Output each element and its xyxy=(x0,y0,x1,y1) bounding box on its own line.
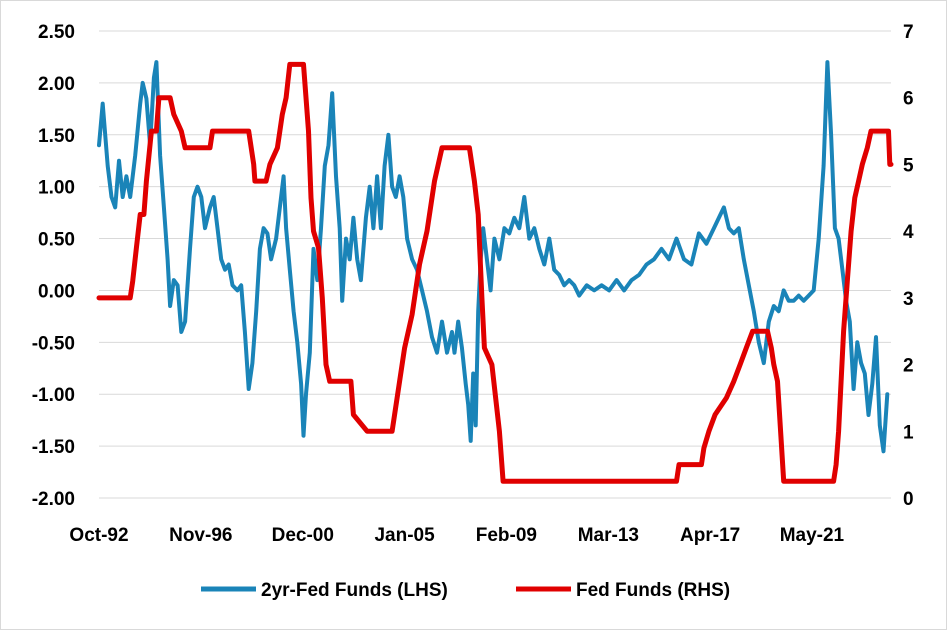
legend-label: Fed Funds (RHS) xyxy=(576,580,730,601)
right-tick-label: 3 xyxy=(903,289,914,310)
left-tick-label: -0.50 xyxy=(32,333,75,354)
left-tick-label: -1.50 xyxy=(32,437,75,458)
x-axis: Oct-92 Nov-96 Dec-00 Jan-05 Feb-09 Mar-13 Apr-… xyxy=(69,497,891,546)
right-tick-label: 0 xyxy=(903,489,914,510)
left-tick-label: 2.00 xyxy=(38,74,75,95)
left-tick-label: 1.00 xyxy=(38,178,75,199)
right-tick-label: 1 xyxy=(903,422,914,443)
gridlines xyxy=(99,30,891,499)
x-tick-label: Jan-05 xyxy=(374,525,435,546)
right-tick-label: 5 xyxy=(903,155,914,176)
right-tick-label: 6 xyxy=(903,89,914,110)
left-tick-label: 0.50 xyxy=(38,230,75,251)
x-tick-label: Mar-13 xyxy=(578,525,639,546)
x-tick-label: Nov-96 xyxy=(169,525,232,546)
x-tick-label: Oct-92 xyxy=(69,525,128,546)
legend-label: 2yr-Fed Funds (LHS) xyxy=(261,580,448,601)
left-tick-label: -1.00 xyxy=(32,385,75,406)
left-axis-ticks: 2.50 2.00 1.50 1.00 0.50 0.00 -0.50 -1.00 -1.50 -… xyxy=(32,22,75,510)
left-tick-label: 2.50 xyxy=(38,22,75,43)
left-tick-label: -2.00 xyxy=(32,489,75,510)
legend: 2yr-Fed Funds (LHS) Fed Funds (RHS) xyxy=(201,580,730,601)
series-lines xyxy=(96,60,894,484)
right-axis-ticks: 7 6 5 4 3 2 1 0 xyxy=(903,22,914,510)
series-line-2 xyxy=(96,61,894,484)
right-tick-label: 7 xyxy=(903,22,914,43)
x-tick-label: Dec-00 xyxy=(272,525,334,546)
left-tick-label: 1.50 xyxy=(38,126,75,147)
x-tick-label: Apr-17 xyxy=(680,525,740,546)
right-tick-label: 4 xyxy=(903,222,914,243)
x-tick-label: Feb-09 xyxy=(476,525,537,546)
x-tick-label: May-21 xyxy=(780,525,845,546)
right-tick-label: 2 xyxy=(903,356,914,377)
left-tick-label: 0.00 xyxy=(38,281,75,302)
series-line-1 xyxy=(97,60,890,454)
